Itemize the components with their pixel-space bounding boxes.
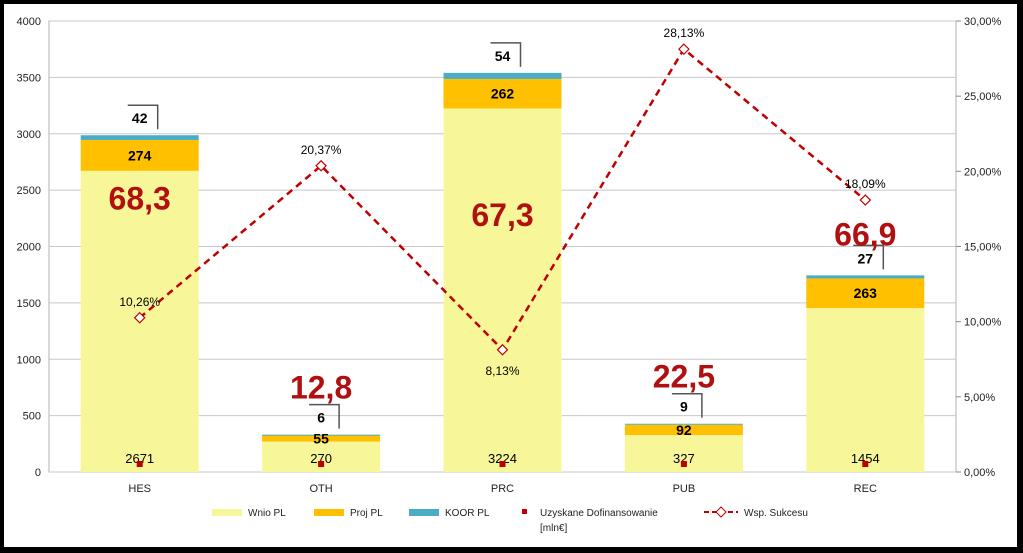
legend-line-marker [715,506,727,518]
y-right-tick-label: 20,00% [964,166,1002,178]
y-right-tick-label: 30,00% [964,16,1002,28]
bar-proj-pl [624,424,743,436]
data-label-wnio: 1454 [851,451,880,466]
legend-label: [mln€] [540,523,567,534]
bar-proj-pl [262,435,381,442]
data-label-proj: 274 [128,147,152,163]
bar-proj-pl [80,139,199,171]
data-label-proj: 92 [676,422,692,438]
y-right-tick-label: 10,00% [964,317,1002,329]
funding-marker [318,461,325,467]
x-category-label: REC [854,483,877,495]
funding-label: 66,9 [834,216,896,252]
y-left-tick-label: 2000 [17,242,41,254]
y-left-tick-label: 3500 [17,72,41,84]
y-right-tick-label: 25,00% [964,91,1002,103]
legend-swatch [212,509,242,516]
funding-label: 67,3 [471,197,533,233]
legend-label: Uzyskane Dofinansowanie [540,508,658,519]
bar-koor-pl [262,434,381,436]
funding-marker [499,461,506,467]
data-label-koor: 42 [132,110,148,126]
success-rate-label: 20,37% [301,143,342,157]
legend-label: Wsp. Sukcesu [744,508,808,519]
data-label-koor: 6 [317,410,325,426]
koor-callout-line [490,42,522,67]
y-right-tick-label: 0,00% [964,467,995,479]
bar-proj-pl [443,78,562,109]
legend-marker [522,509,527,514]
data-label-proj: 263 [854,285,878,301]
y-left-tick-label: 2500 [17,185,41,197]
funding-marker [680,461,687,467]
x-category-label: HES [128,483,151,495]
y-left-tick-label: 4000 [17,16,41,28]
bar-proj-pl [806,278,925,309]
success-rate-point [678,43,690,55]
x-category-label: PUB [673,483,696,495]
data-label-koor: 27 [858,250,874,266]
chart-frame: 0 500 1000 1500 2000 2500 3000 3500 4000 0,00% 5,0… [4,4,1017,547]
success-rate-point [315,159,327,172]
bar-koor-pl [80,135,199,140]
koor-callout-line [671,392,703,418]
y-left-tick-label: 500 [23,411,41,423]
data-label-wnio: 2671 [125,451,154,466]
y-left-tick-label: 0 [35,467,41,479]
data-label-wnio: 3224 [488,451,517,466]
bar-koor-pl [806,275,925,279]
legend-label: KOOR PL [445,508,490,519]
data-label-koor: 9 [680,399,688,415]
success-rate-point [496,343,509,356]
bar-koor-pl [443,72,562,79]
success-rate-point [859,194,872,206]
legend-swatch [409,509,439,516]
y-right-tick-label: 5,00% [964,392,995,404]
legend-label: Proj PL [350,508,383,519]
legend-label: Wnio PL [248,508,286,519]
data-label-wnio: 327 [673,451,695,466]
funding-label: 12,8 [290,370,352,406]
success-rate-label: 28,13% [664,26,705,40]
success-rate-label: 8,13% [485,364,519,378]
bar-koor-pl [624,423,743,425]
y-left-tick-label: 1500 [17,298,41,310]
funding-label: 22,5 [653,359,715,395]
data-label-wnio: 270 [310,451,332,466]
data-label-koor: 54 [495,48,511,64]
bar-wnio-pl [443,108,562,472]
koor-callout-line [127,104,159,130]
x-category-label: PRC [491,483,514,495]
x-category-label: OTH [309,483,332,495]
success-rate-point [133,311,146,324]
funding-marker [862,461,869,467]
funding-label: 68,3 [109,180,171,216]
bar-wnio-pl [806,308,925,472]
legend-swatch [314,509,344,516]
koor-callout-line [853,244,885,270]
success-rate-label: 10,26% [119,295,160,309]
y-left-tick-label: 1000 [17,354,41,366]
koor-callout-line [309,403,340,429]
success-rate-label: 18,09% [845,177,886,191]
data-label-proj: 55 [313,430,329,446]
combo-chart: 0 500 1000 1500 2000 2500 3000 3500 4000 0,00% 5,0… [17,16,1002,534]
funding-marker [136,461,143,467]
y-left-tick-label: 3000 [17,129,41,141]
y-right-tick-label: 15,00% [964,242,1002,254]
data-label-proj: 262 [491,86,515,102]
